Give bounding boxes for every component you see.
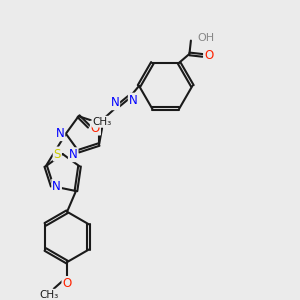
Text: CH₃: CH₃ — [40, 290, 59, 300]
Text: N: N — [69, 148, 78, 161]
Text: O: O — [91, 122, 100, 135]
Text: CH₃: CH₃ — [92, 117, 112, 127]
Text: N: N — [110, 96, 119, 109]
Text: N: N — [56, 127, 64, 140]
Text: S: S — [54, 148, 61, 160]
Text: O: O — [204, 49, 213, 62]
Text: N: N — [129, 94, 137, 106]
Text: OH: OH — [197, 33, 214, 43]
Text: O: O — [62, 277, 72, 290]
Text: N: N — [52, 180, 61, 193]
